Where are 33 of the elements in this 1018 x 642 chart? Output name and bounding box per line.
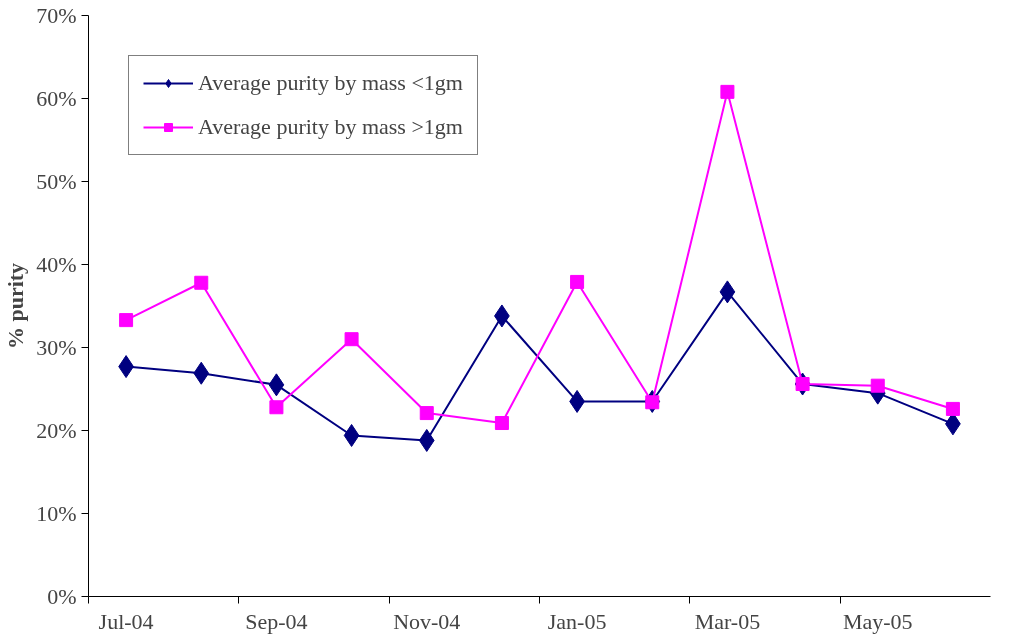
- y-axis-title: % purity: [3, 262, 29, 350]
- y-tick-label: 40%: [36, 252, 77, 277]
- point: [494, 416, 509, 431]
- point: [418, 428, 435, 452]
- point: [720, 84, 735, 99]
- y-tick-label: 50%: [36, 169, 77, 194]
- y-tick-label: 20%: [36, 418, 77, 443]
- y-tick-label: 0%: [47, 584, 77, 609]
- legend-label: Average purity by mass <1gm: [198, 70, 463, 96]
- x-tick-label: Sep-04: [245, 608, 308, 634]
- point: [269, 400, 284, 415]
- x-tick-label: Nov-04: [393, 608, 461, 634]
- point: [795, 377, 810, 392]
- x-tick-label: May-05: [842, 608, 913, 634]
- y-tick-label: 60%: [36, 86, 77, 111]
- point: [945, 401, 960, 416]
- point: [419, 406, 434, 421]
- point: [268, 373, 285, 397]
- x-tick-label: Jul-04: [98, 608, 154, 634]
- point: [194, 275, 209, 290]
- point: [119, 313, 134, 328]
- legend-label: Average purity by mass >1gm: [198, 114, 463, 140]
- point: [870, 378, 885, 393]
- point: [344, 332, 359, 347]
- y-tick-label: 30%: [36, 335, 77, 360]
- x-tick-label: Jan-05: [547, 608, 607, 634]
- point: [570, 274, 585, 289]
- y-tick-label: 10%: [36, 501, 77, 526]
- x-tick-label: Mar-05: [694, 608, 761, 634]
- point: [343, 423, 360, 447]
- y-tick-label: 70%: [36, 3, 77, 28]
- point: [193, 361, 210, 385]
- point: [719, 280, 736, 304]
